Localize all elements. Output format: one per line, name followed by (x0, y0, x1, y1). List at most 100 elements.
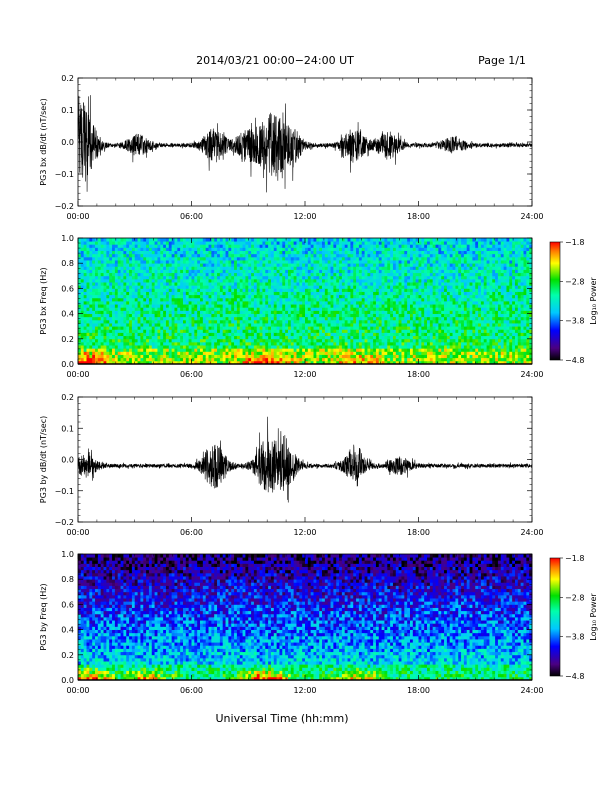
spectrogram-cell (392, 285, 397, 289)
spectrogram-cell (100, 345, 104, 349)
spectrogram-cell (148, 260, 153, 264)
spectrogram-cell (305, 351, 309, 355)
spectrogram-cell (285, 266, 289, 270)
spectrogram-cell (194, 316, 198, 321)
spectrogram-cell (106, 316, 110, 321)
spectrogram-cell (236, 282, 241, 286)
spectrogram-cell (253, 285, 258, 289)
spectrogram-cell (185, 256, 190, 261)
spectrogram-cell (401, 345, 405, 349)
spectrogram-cell (214, 345, 218, 349)
spectrogram-cell (256, 307, 260, 311)
spectrogram-cell (390, 319, 394, 324)
spectrogram-cell (217, 307, 221, 311)
spectrogram-cell (361, 310, 365, 314)
spectrogram-cell (390, 329, 394, 333)
spectrogram-cell (259, 244, 263, 248)
spectrogram-cell (100, 326, 104, 330)
spectrogram-cell (205, 345, 209, 349)
spectrogram-cell (185, 278, 190, 283)
spectrogram-cell (89, 332, 93, 337)
spectrogram-cell (174, 316, 178, 321)
spectrogram-cell (299, 354, 303, 359)
spectrogram-cell (353, 291, 357, 296)
spectrogram-cell (339, 269, 343, 274)
spectrogram-cell (92, 351, 96, 355)
spectrogram-cell (253, 301, 258, 305)
spectrogram-cell (373, 307, 377, 311)
spectrogram-cell (319, 238, 323, 242)
spectrogram-cell (109, 244, 113, 248)
spectrogram-cell (123, 285, 127, 289)
spectrogram-cell (407, 297, 411, 302)
spectrogram-cell (109, 238, 113, 242)
spectrogram-cell (421, 319, 425, 324)
spectrogram-cell (344, 291, 348, 296)
spectrogram-cell (239, 319, 243, 324)
spectrogram-cell (404, 275, 408, 280)
spectrogram-cell (95, 354, 99, 359)
spectrogram-cell (387, 345, 391, 349)
spectrogram-cell (188, 250, 192, 255)
spectrogram-cell (299, 338, 303, 343)
spectrogram-cell (273, 272, 278, 277)
spectrogram-cell (373, 285, 377, 289)
spectrogram-cell (407, 238, 411, 242)
spectrogram-cell (154, 313, 158, 318)
spectrogram-cell (103, 307, 107, 311)
spectrogram-cell (194, 341, 198, 346)
spectrogram-cell (418, 294, 422, 299)
spectrogram-cell (140, 341, 144, 346)
spectrogram-cell (390, 307, 394, 311)
spectrogram-cell (265, 304, 269, 308)
spectrogram-cell (276, 297, 280, 302)
spectrogram-cell (356, 357, 360, 362)
spectrogram-cell (251, 266, 255, 270)
spectrogram-cell (268, 357, 272, 362)
spectrogram-cell (398, 250, 402, 255)
spectrogram-cell (353, 247, 357, 251)
spectrogram-cell (248, 304, 252, 308)
spectrogram-cell (97, 256, 102, 261)
spectrogram-cell (129, 348, 133, 352)
spectrogram-cell (370, 238, 374, 242)
spectrogram-cell (157, 360, 161, 365)
spectrogram-cell (80, 244, 85, 248)
spectrogram-cell (285, 329, 289, 333)
x-tick-label: 06:00 (180, 212, 203, 221)
spectrogram-cell (299, 341, 303, 346)
spectrogram-cell (387, 301, 391, 305)
spectrogram-cell (282, 278, 286, 283)
spectrogram-cell (200, 241, 204, 245)
spectrogram-cell (344, 241, 348, 245)
spectrogram-cell (89, 288, 93, 292)
spectrogram-cell (313, 357, 317, 362)
spectrogram-cell (290, 285, 295, 289)
spectrogram-cell (117, 351, 121, 355)
spectrogram-cell (197, 291, 201, 296)
spectrogram-cell (319, 307, 323, 311)
spectrogram-cell (137, 297, 141, 302)
spectrogram-cell (262, 329, 266, 333)
spectrogram-cell (336, 275, 340, 280)
spectrogram-cell (370, 278, 374, 283)
spectrogram-cell (330, 341, 334, 346)
spectrogram-cell (205, 238, 209, 242)
spectrogram-cell (200, 282, 204, 286)
spectrogram-cell (117, 332, 121, 337)
spectrogram-cell (347, 275, 351, 280)
spectrogram-cell (279, 304, 283, 308)
spectrogram-cell (293, 260, 297, 264)
spectrogram-cell (202, 263, 207, 267)
spectrogram-cell (200, 348, 204, 352)
spectrogram-cell (353, 307, 357, 311)
spectrogram-cell (356, 238, 360, 242)
spectrogram-cell (350, 294, 354, 299)
spectrogram-cell (313, 253, 317, 258)
spectrogram-cell (279, 354, 283, 359)
spectrogram-cell (182, 275, 187, 280)
spectrogram-cell (285, 319, 289, 324)
spectrogram-cell (415, 260, 419, 264)
spectrogram-cell (78, 282, 82, 286)
spectrogram-cell (330, 269, 334, 274)
